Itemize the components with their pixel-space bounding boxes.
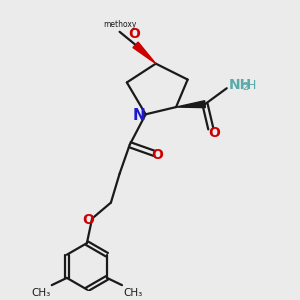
Text: O: O [128,27,140,41]
Polygon shape [133,42,156,64]
Polygon shape [176,101,206,108]
Text: CH₃: CH₃ [123,288,142,298]
Text: CH₃: CH₃ [32,288,51,298]
Text: N: N [133,108,146,123]
Text: O: O [151,148,163,162]
Text: H: H [247,80,256,92]
Text: NH: NH [229,78,252,92]
Text: methoxy: methoxy [103,20,137,29]
Text: 2: 2 [242,82,248,92]
Text: O: O [208,126,220,140]
Text: O: O [83,213,94,227]
